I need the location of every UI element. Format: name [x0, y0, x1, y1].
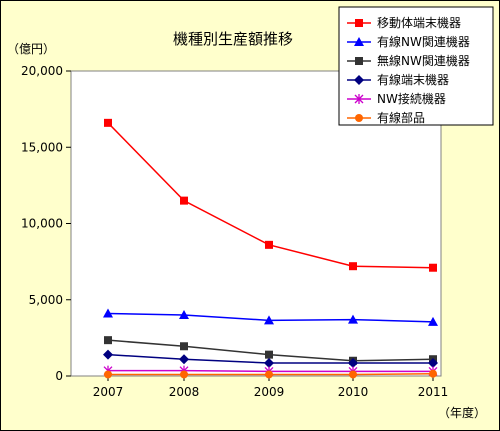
series-4: [103, 349, 438, 369]
y-unit-label: （億円）: [7, 42, 55, 56]
legend-item: 有線部品: [347, 110, 425, 125]
y-tick-label: 15,000: [21, 140, 63, 154]
legend-marker: [354, 75, 364, 85]
legend-label: 無線NW関連機器: [377, 53, 470, 68]
series-2: [103, 308, 438, 326]
x-tick-label: 2007: [93, 385, 124, 399]
x-tick-label: 2009: [254, 385, 285, 399]
y-tick-label: 10,000: [21, 217, 63, 231]
data-point: [348, 358, 358, 369]
legend-label: NW接続機器: [377, 91, 446, 106]
data-point: [264, 315, 274, 325]
data-point: [104, 370, 112, 379]
data-point: [349, 262, 357, 271]
legend-item: 無線NW関連機器: [347, 53, 470, 68]
data-point: [179, 310, 189, 319]
legend-label: 有線端末機器: [377, 72, 449, 87]
legend-item: NW接続機器: [347, 91, 446, 106]
data-point: [265, 350, 273, 359]
data-point: [180, 370, 188, 379]
y-tick-label: 20,000: [21, 64, 63, 78]
data-point: [428, 316, 438, 326]
x-tick-label: 2011: [418, 385, 449, 399]
data-point: [180, 196, 188, 205]
data-point: [265, 240, 273, 249]
data-point: [429, 369, 437, 378]
series-layer: [103, 118, 438, 379]
x-unit-label: （年度）: [438, 405, 486, 420]
data-point: [265, 370, 273, 379]
legend-marker: [355, 57, 363, 65]
chart-title: 機種別生産額推移: [173, 30, 293, 48]
data-point: [429, 263, 437, 272]
data-point: [264, 358, 274, 369]
data-point: [179, 354, 189, 365]
legend-item: 移動体端末機器: [347, 15, 461, 30]
legend-label: 移動体端末機器: [377, 15, 461, 30]
data-point: [104, 118, 112, 127]
x-tick-label: 2008: [169, 385, 200, 399]
legend-label: 有線NW関連機器: [377, 34, 470, 49]
legend-marker: [355, 19, 363, 27]
y-tick-label: 5,000: [29, 293, 63, 307]
data-point: [103, 349, 113, 360]
legend-marker: [355, 114, 363, 122]
series-6: [104, 369, 437, 379]
legend-marker: [354, 94, 364, 104]
y-axis: 0 5,000 10,000 15,000 20,000: [21, 64, 71, 383]
legend-box: [338, 6, 494, 126]
x-axis: 2007 2008 2009 2010 2011: [93, 376, 449, 399]
legend-item: 有線端末機器: [347, 72, 449, 87]
data-point: [104, 336, 112, 345]
data-point: [103, 308, 113, 318]
legend-item: 有線NW関連機器: [347, 34, 470, 49]
data-point: [180, 342, 188, 351]
series-1: [104, 118, 437, 272]
x-tick-label: 2010: [338, 385, 369, 399]
legend-marker: [354, 37, 364, 46]
y-tick-label: 0: [55, 369, 63, 383]
data-point: [348, 314, 358, 324]
data-point: [428, 358, 438, 369]
legend-label: 有線部品: [377, 110, 425, 125]
data-point: [349, 370, 357, 379]
